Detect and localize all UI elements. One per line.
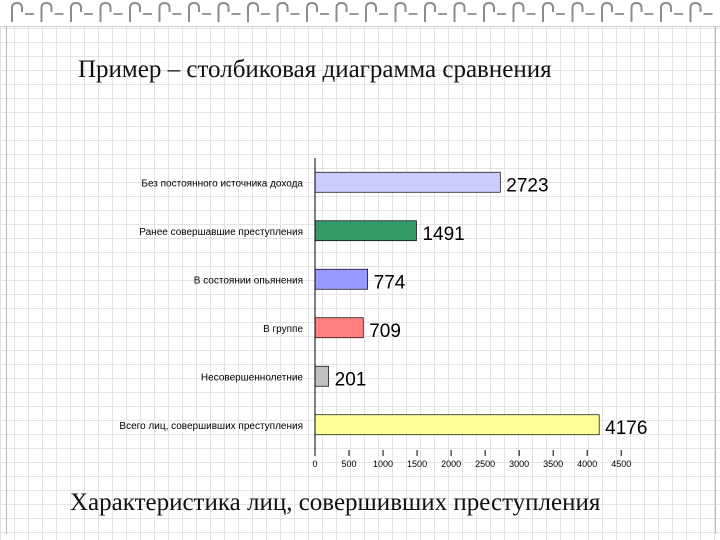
binding-ring <box>424 1 436 22</box>
binding-ring <box>542 1 554 22</box>
x-tick-label: 3500 <box>543 459 563 469</box>
binding-ring <box>512 1 525 22</box>
binding-ring <box>70 1 82 22</box>
binding-ring <box>394 1 407 22</box>
bar <box>314 317 364 339</box>
binding-ring <box>129 1 141 22</box>
bar-value-label: 709 <box>369 321 401 342</box>
spiral-binding <box>0 0 720 27</box>
category-label: Ранее совершавшие преступления <box>139 227 303 238</box>
binding-ring <box>11 1 23 22</box>
binding-ring <box>571 1 584 22</box>
x-tick-label: 2500 <box>475 459 495 469</box>
binding-ring <box>483 1 495 22</box>
bar-value-label: 201 <box>335 369 367 390</box>
binding-ring <box>689 1 702 22</box>
category-label: Всего лиц, совершивших преступления <box>119 421 303 432</box>
notebook-frame <box>6 26 716 534</box>
x-tick-label: 3000 <box>509 459 529 469</box>
binding-ring <box>247 1 259 22</box>
x-tick-label: 4000 <box>577 459 597 469</box>
slide-title: Пример – столбиковая диаграмма сравнения <box>78 56 552 83</box>
bar <box>314 414 600 436</box>
bar-value-label: 774 <box>374 272 406 293</box>
x-tick-label: 4500 <box>611 459 631 469</box>
x-tick-label: 1000 <box>373 459 393 469</box>
binding-ring <box>188 1 200 22</box>
bar-value-label: 2723 <box>506 175 548 196</box>
binding-ring <box>630 1 643 22</box>
category-label: В группе <box>263 324 303 335</box>
binding-ring <box>217 1 230 22</box>
bar <box>314 171 501 193</box>
slide-caption: Характеристика лиц, совершивших преступл… <box>70 489 601 516</box>
binding-ring <box>335 1 348 22</box>
x-tick-label: 1500 <box>407 459 427 469</box>
bar <box>314 365 330 387</box>
category-label: Без постоянного источника дохода <box>141 178 303 189</box>
binding-ring <box>99 1 112 22</box>
binding-ring <box>158 1 171 22</box>
binding-ring <box>660 1 672 22</box>
binding-ring <box>601 1 613 22</box>
binding-ring <box>365 1 377 22</box>
bar-value-label: 1491 <box>422 224 464 245</box>
binding-ring <box>306 1 318 22</box>
category-label: Несовершеннолетние <box>201 372 304 383</box>
bar <box>314 268 369 290</box>
bar-value-label: 4176 <box>605 418 647 439</box>
binding-ring <box>453 1 466 22</box>
x-tick-label: 500 <box>342 459 357 469</box>
category-label: В состоянии опьянения <box>194 275 303 286</box>
x-tick-label: 2000 <box>441 459 461 469</box>
binding-ring <box>40 1 53 22</box>
x-tick-label: 0 <box>312 459 317 469</box>
bar <box>314 220 417 242</box>
binding-ring <box>276 1 289 22</box>
